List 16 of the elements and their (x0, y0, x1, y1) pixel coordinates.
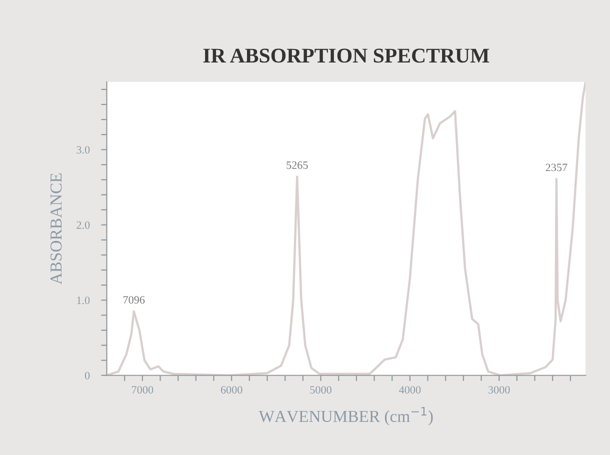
x-tick-label: 5000 (310, 386, 332, 394)
y-tick-label: 0 (84, 372, 90, 380)
line-series (106, 82, 586, 376)
y-tick-label: 1.0 (77, 296, 90, 304)
y-tick-label: 3.0 (76, 146, 90, 154)
y-axis-title: ABSORBANCE (50, 173, 62, 285)
chart-title: IR ABSORPTION SPECTRUM (203, 48, 490, 63)
annotation: 7096 (123, 296, 145, 304)
x-tick-label: 7000 (132, 386, 154, 394)
x-tick-label: 4000 (399, 386, 421, 394)
x-tick-label: 6000 (220, 386, 242, 394)
y-tick-label: 2.0 (76, 221, 90, 229)
annotation: 5265 (286, 161, 308, 169)
x-axis-title: WAVENUMBER (cm$^{−1}$) (258, 406, 433, 426)
x-tick-label: 3000 (488, 386, 510, 394)
annotation: 2357 (546, 164, 568, 172)
